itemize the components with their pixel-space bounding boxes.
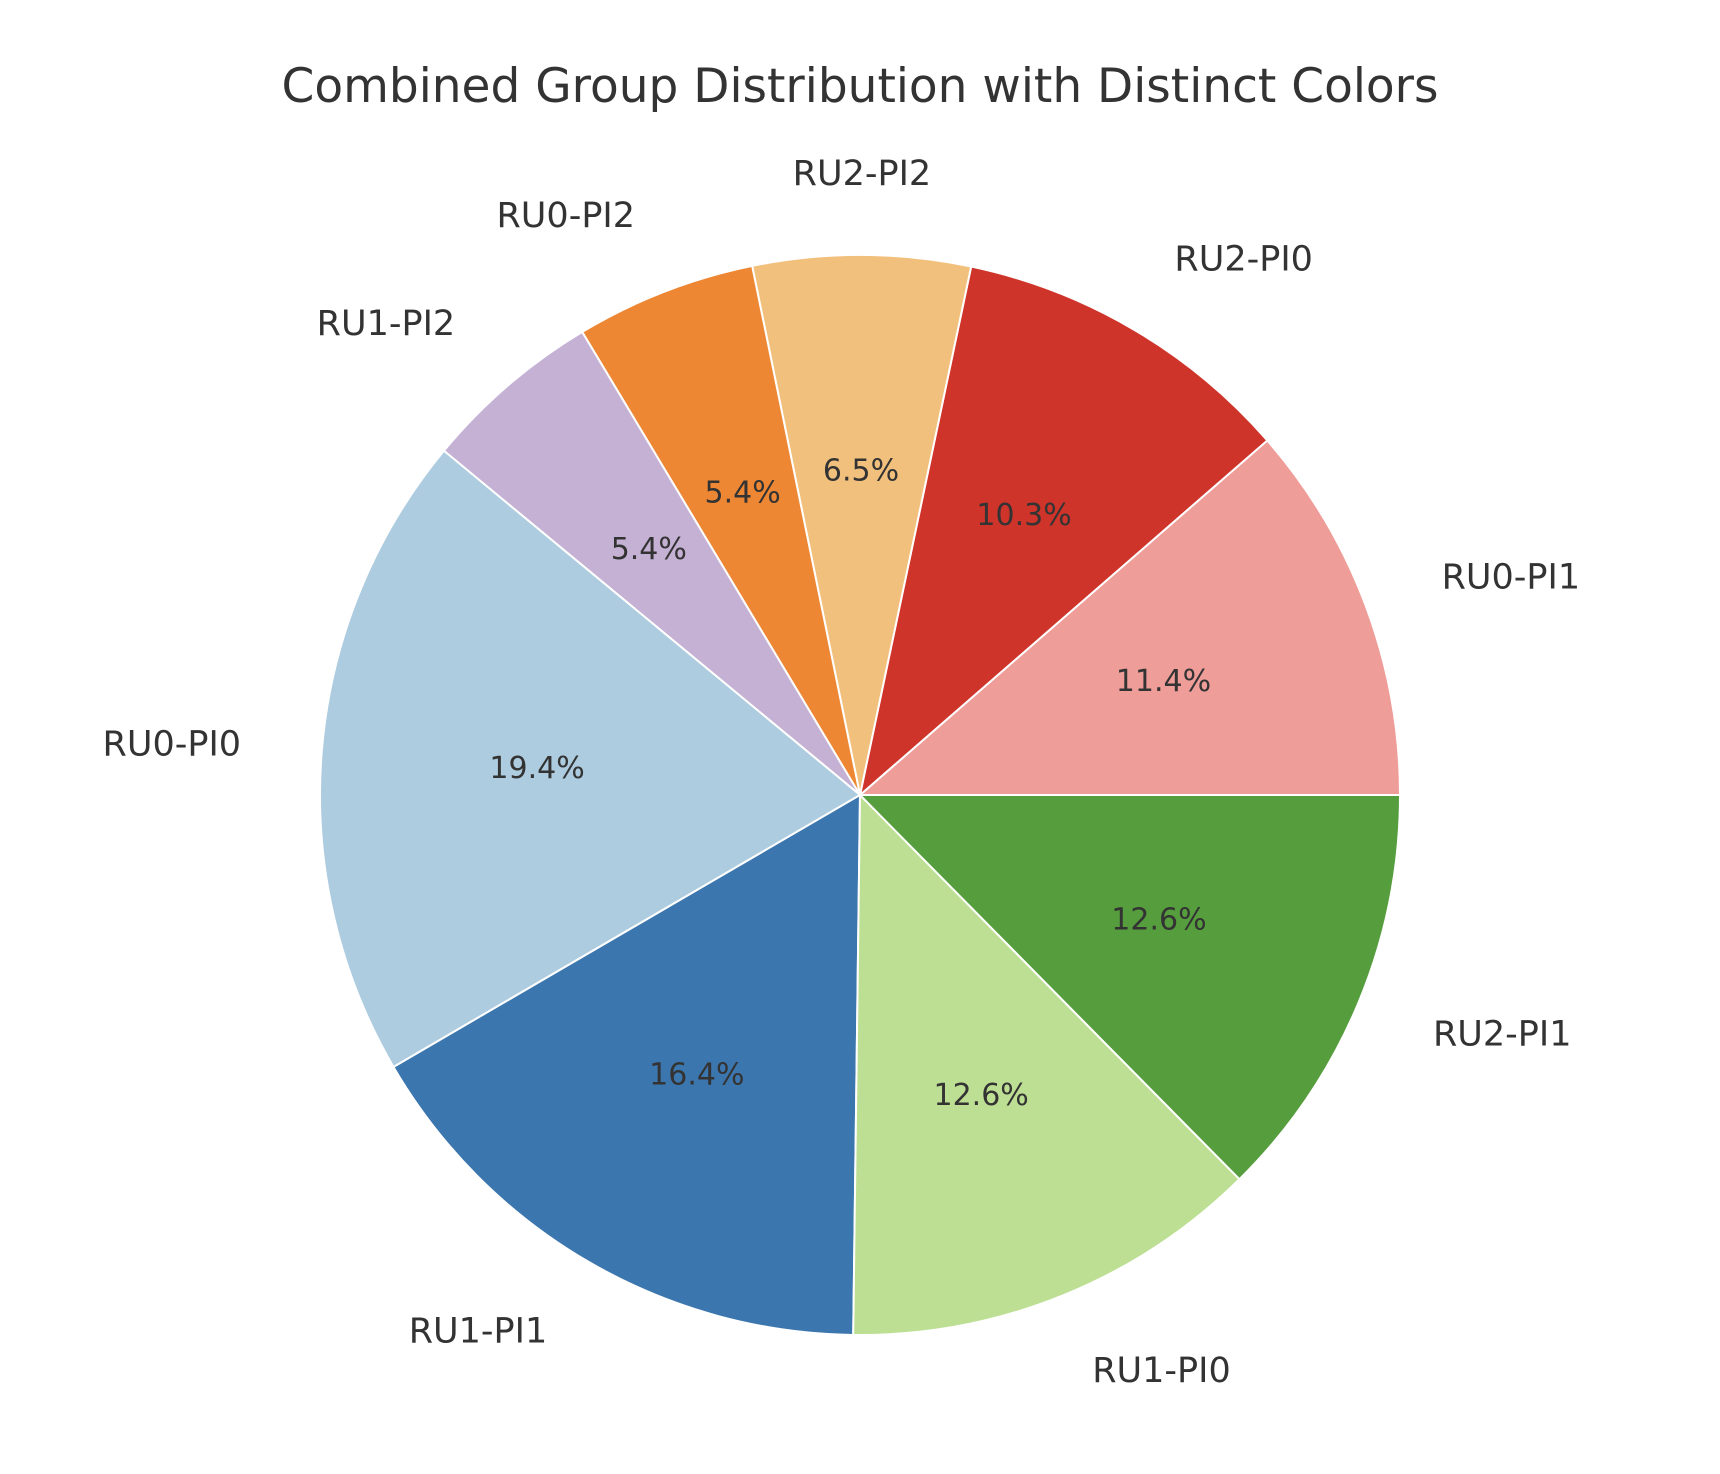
pct-label-ru0-pi1: 11.4% [1116, 664, 1211, 699]
pie-slice-ru2-pi2 [750, 254, 973, 796]
pie-slices [319, 254, 1402, 1336]
category-label-ru0-pi2: RU0-PI2 [496, 196, 635, 236]
pct-label-ru1-pi1: 16.4% [649, 1057, 744, 1092]
pie-slice-ru1-pi1 [392, 793, 862, 1336]
category-label-ru0-pi1: RU0-PI1 [1442, 557, 1581, 597]
pie-slice-ru2-pi1 [857, 794, 1402, 1181]
pie-slice-ru0-pi1 [857, 439, 1402, 796]
category-label-ru2-pi0: RU2-PI0 [1174, 239, 1313, 279]
pct-label-ru1-pi0: 12.6% [934, 1078, 1029, 1113]
category-label-ru2-pi1: RU2-PI1 [1433, 1014, 1572, 1054]
category-label-ru1-pi2: RU1-PI2 [317, 304, 456, 344]
pie-slice-ru0-pi0 [319, 449, 862, 1069]
chart-title: Combined Group Distribution with Distinc… [282, 59, 1439, 114]
pct-label-ru0-pi0: 19.4% [489, 751, 584, 786]
category-labels: RU0-PI1 RU2-PI0 RU2-PI2 RU0-PI2 RU1-PI2 RU0-P… [103, 154, 1581, 1391]
pie-slice-ru0-pi2 [580, 264, 861, 796]
category-label-ru1-pi1: RU1-PI1 [409, 1311, 548, 1351]
category-label-ru1-pi0: RU1-PI0 [1092, 1351, 1231, 1391]
category-label-ru2-pi2: RU2-PI2 [793, 154, 932, 194]
pct-label-ru0-pi2: 5.4% [705, 476, 781, 511]
pct-label-ru2-pi1: 12.6% [1111, 902, 1206, 937]
pie-slice-ru2-pi0 [858, 265, 1269, 798]
pct-label-ru2-pi0: 10.3% [976, 498, 1071, 533]
pct-label-ru2-pi2: 6.5% [823, 454, 899, 489]
pct-label-ru1-pi2: 5.4% [611, 532, 687, 567]
percent-labels: 11.4% 10.3% 6.5% 5.4% 5.4% 19.4% 16.4% 12.6% 12.… [489, 454, 1211, 1113]
pie-slice-ru1-pi0 [852, 792, 1241, 1336]
pie-slice-ru1-pi2 [442, 330, 861, 796]
category-label-ru0-pi0: RU0-PI0 [103, 724, 242, 764]
